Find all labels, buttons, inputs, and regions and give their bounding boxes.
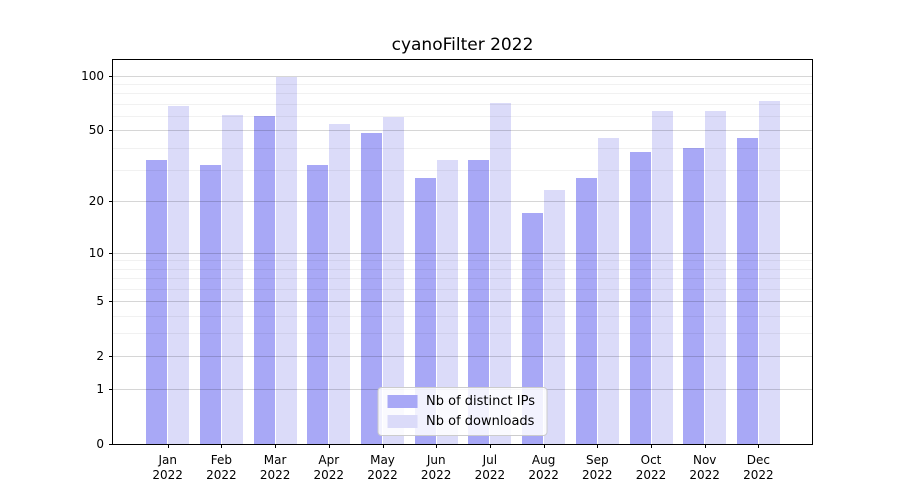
- chart-title: cyanoFilter 2022: [391, 35, 534, 55]
- y-tick-mark: [109, 356, 113, 358]
- x-tick-label: Jul 2022: [458, 453, 522, 483]
- bar-distinct-ips: [629, 151, 651, 444]
- bar-distinct-ips: [199, 164, 221, 444]
- y-tick-label: 20: [88, 194, 104, 209]
- legend-label-distinct-ips: Nb of distinct IPs: [426, 394, 535, 409]
- bar-downloads: [490, 102, 512, 444]
- bar-distinct-ips: [736, 138, 758, 444]
- legend-item-distinct-ips: Nb of distinct IPs: [387, 394, 535, 409]
- x-tick-label-year: 2022: [313, 468, 345, 482]
- x-tick-label: Jan 2022: [136, 453, 200, 483]
- x-tick-label-year: 2022: [743, 468, 774, 482]
- x-tick-label: Oct 2022: [619, 453, 683, 483]
- bar-downloads: [275, 77, 297, 444]
- y-tick-mark: [109, 130, 113, 132]
- y-tick-label: 100: [81, 68, 104, 83]
- y-tick-mark: [109, 201, 113, 203]
- x-tick-mark: [651, 444, 652, 448]
- bar-distinct-ips: [146, 160, 168, 444]
- bar-downloads: [329, 124, 351, 444]
- x-tick-label: Mar 2022: [243, 453, 307, 483]
- x-tick-mark: [704, 444, 706, 448]
- x-tick-mark: [167, 444, 169, 448]
- x-tick-mark: [489, 444, 491, 448]
- bar-distinct-ips: [683, 147, 705, 444]
- bar-distinct-ips: [307, 164, 329, 444]
- bar-distinct-ips: [575, 178, 597, 444]
- legend-swatch-downloads: [387, 415, 418, 428]
- minor-gridline: [113, 84, 812, 86]
- minor-gridline: [113, 103, 812, 105]
- bar-downloads: [436, 160, 458, 444]
- legend-label-downloads: Nb of downloads: [426, 414, 535, 429]
- x-tick-mark: [221, 444, 223, 448]
- x-tick-label: Nov 2022: [673, 453, 737, 483]
- x-tick-label: Sep 2022: [565, 453, 629, 483]
- y-tick-mark: [109, 252, 113, 254]
- x-tick-label-year: 2022: [420, 468, 452, 482]
- x-tick-label-year: 2022: [582, 468, 613, 482]
- minor-gridline: [113, 93, 812, 95]
- x-tick-mark: [275, 444, 277, 448]
- major-gridline: [113, 75, 812, 77]
- legend: Nb of distinct IPs Nb of downloads: [377, 387, 548, 436]
- x-tick-label-year: 2022: [474, 468, 506, 482]
- x-tick-label-year: 2022: [635, 468, 667, 482]
- x-tick-label-year: 2022: [367, 468, 398, 482]
- bar-distinct-ips: [522, 213, 544, 444]
- bar-downloads: [544, 190, 566, 444]
- bar-downloads: [597, 138, 619, 444]
- x-tick-label: Jun 2022: [404, 453, 468, 483]
- y-tick-label: 5: [96, 294, 104, 309]
- x-tick-mark: [436, 444, 438, 448]
- x-tick-mark: [382, 444, 384, 448]
- bar-distinct-ips: [414, 178, 436, 444]
- y-tick-label: 2: [96, 349, 104, 364]
- x-tick-label-year: 2022: [259, 468, 291, 482]
- bar-distinct-ips: [253, 115, 275, 444]
- y-tick-mark: [109, 301, 113, 303]
- x-tick-mark: [597, 444, 599, 448]
- x-tick-label: Feb 2022: [189, 453, 253, 483]
- y-tick-label: 50: [88, 123, 104, 138]
- legend-item-downloads: Nb of downloads: [387, 414, 535, 429]
- bar-downloads: [705, 110, 727, 444]
- x-tick-mark: [328, 444, 330, 448]
- y-tick-label: 0: [96, 437, 104, 451]
- y-tick-label: 10: [88, 245, 104, 260]
- bar-downloads: [221, 114, 243, 444]
- y-tick-mark: [109, 75, 113, 77]
- x-tick-label-year: 2022: [689, 468, 720, 482]
- bar-downloads: [383, 117, 404, 444]
- y-tick-label: 1: [96, 381, 104, 396]
- x-tick-label-year: 2022: [528, 468, 559, 482]
- x-tick-label: Apr 2022: [297, 453, 361, 483]
- x-tick-mark: [543, 444, 545, 448]
- plot-area: Nb of distinct IPs Nb of downloads: [112, 59, 813, 445]
- bar-distinct-ips: [468, 160, 490, 444]
- y-tick-mark: [109, 444, 113, 445]
- x-tick-label: Dec 2022: [726, 453, 790, 483]
- x-tick-label-year: 2022: [206, 468, 237, 482]
- x-tick-label: May 2022: [351, 453, 415, 483]
- x-tick-label: Aug 2022: [512, 453, 576, 483]
- bar-downloads: [758, 100, 780, 444]
- y-tick-mark: [109, 388, 113, 390]
- bar-downloads: [651, 110, 673, 444]
- legend-swatch-distinct-ips: [387, 395, 418, 408]
- x-tick-label-year: 2022: [152, 468, 183, 482]
- bar-downloads: [168, 106, 190, 444]
- bar-distinct-ips: [361, 133, 382, 444]
- x-tick-mark: [758, 444, 760, 448]
